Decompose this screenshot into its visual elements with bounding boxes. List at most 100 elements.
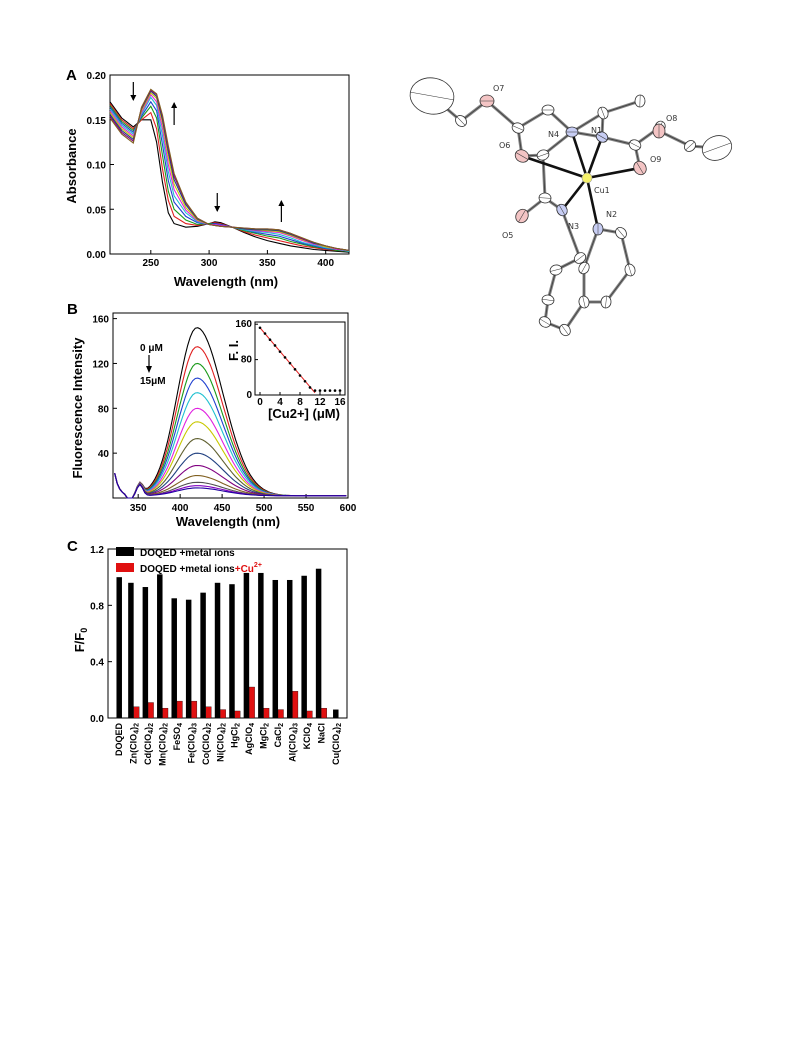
panel-c-category-sub: 3: [191, 723, 198, 727]
mol-atom-label: O5: [502, 231, 513, 240]
panel-c-category-label: HgCl2: [230, 723, 242, 748]
panel-c-bar-black: [286, 579, 293, 718]
panel-b-inset-point: [333, 389, 337, 392]
panel-a-ytick-label: 0.15: [87, 116, 107, 127]
panel-c-category-mid: ): [287, 727, 297, 730]
panel-c-category-label: NaCl: [316, 723, 326, 744]
panel-c-category-mid: ): [129, 727, 139, 730]
mol-atom-axis: [575, 254, 585, 262]
panel-c-category-mid: ): [158, 727, 168, 730]
panel-c-category-sub: 2: [278, 723, 285, 727]
panel-c-legend-label-black: DOQED +metal ions: [140, 548, 235, 559]
panel-c-category-label: Mn(ClO4)2: [158, 723, 170, 766]
mol-coord-bond: [585, 136, 604, 179]
panel-a-ytick-label: 0.10: [87, 161, 107, 172]
panel-a-xtick-label: 300: [201, 258, 218, 269]
panel-b-inset-ylabel: F. I.: [226, 340, 241, 361]
panel-a-series-line: [109, 96, 350, 252]
panel-c-category-sub: 4: [148, 730, 155, 734]
panel-c-category-sub: 4: [307, 723, 314, 727]
mol-atom-axis: [685, 141, 695, 151]
panel-c-category-base: AgClO: [244, 727, 254, 755]
mol-atom-axis: [456, 116, 466, 126]
panel-b-inset-xlabel: [Cu2+] (μM): [268, 406, 340, 421]
mol-atom-axis: [410, 91, 454, 101]
panel-b-inset-ytick-label: 0: [246, 390, 252, 401]
mol-atom-axis: [636, 161, 644, 175]
panel-b-inset-xtick-label: 16: [334, 397, 346, 408]
mol-atom-axis: [550, 268, 562, 272]
panel-b-inset-point: [268, 338, 272, 341]
panel-b-inset-xtick-label: 12: [314, 397, 326, 408]
panel-c-category-base: Al(ClO: [287, 734, 297, 762]
panel-b-inset-xtick-label: 0: [257, 397, 263, 408]
panel-c-category-sub: 4: [220, 730, 227, 734]
panel-c-bar-red: [162, 707, 169, 719]
mol-coord-bond: [570, 131, 589, 179]
panel-b-inset-frame: [254, 321, 346, 396]
panel-c-bar-black: [333, 709, 339, 718]
panel-a-series-line: [109, 93, 350, 251]
panel-b-letter: B: [67, 301, 78, 318]
panel-c-bar-red: [191, 700, 198, 719]
panel-a-arrowhead: [130, 95, 137, 101]
panel-c-category-label: Cd(ClO4)2: [143, 723, 155, 765]
panel-a-ytick-label: 0.20: [87, 71, 107, 82]
mol-atom-label: N4: [548, 130, 559, 139]
panel-b-inset-point: [318, 389, 322, 392]
mol-atom-axis: [539, 318, 551, 326]
mol-atom-axis: [518, 209, 526, 223]
panel-c-category-label: Zn(ClO4)2: [129, 723, 141, 764]
panel-c-category-base: CaCl: [273, 727, 283, 748]
panel-c-ytick-label: 0.4: [90, 658, 104, 669]
panel-c-category-sub: 4: [177, 723, 184, 727]
mol-atom-label: N3: [568, 222, 579, 231]
panel-c-bar-black: [200, 592, 206, 718]
panel-c-category-sub: 4: [191, 730, 198, 734]
panel-c-category-label: FeSO4: [172, 723, 184, 751]
panel-c-bar-black: [301, 575, 307, 718]
panel-b-xtick-label: 500: [256, 503, 273, 514]
panel-c-category-sub: 3: [292, 723, 299, 727]
panel-b-inset-point: [313, 389, 317, 392]
mol-bond-edge: [561, 209, 581, 259]
mol-atom-cu: [581, 172, 593, 184]
panel-b-inset-xtick-label: 8: [297, 397, 303, 408]
panel-c-legend-label-red-suffix: +Cu: [235, 564, 254, 575]
panel-c-category-mid: ): [201, 727, 211, 730]
panel-b-inset-point: [338, 389, 342, 392]
mol-atom-label: Cu1: [594, 186, 610, 195]
panel-b-xtick-label: 600: [340, 503, 357, 514]
panel-c-category-sub: 4: [134, 730, 141, 734]
panel-c-category-label: Ni(ClO4)2: [215, 723, 227, 762]
mol-bond-edge: [583, 228, 599, 269]
panel-c-category-sub: 2: [206, 723, 213, 727]
panel-c-bar-red: [133, 706, 140, 719]
panel-c-category-label: AgClO4: [244, 723, 256, 755]
panel-c-bar-black: [258, 572, 264, 718]
panel-c-category-sub: 2: [163, 723, 170, 727]
panel-c-ylabel-main: F/F: [72, 633, 87, 653]
panel-c-bar-red: [306, 710, 313, 719]
panel-b-series-line: [114, 473, 347, 499]
mol-atom-label: N1: [591, 126, 602, 135]
panel-c-bar-red: [234, 710, 241, 719]
panel-c-category-label: Al(ClO4)3: [287, 723, 299, 762]
panel-c-category-base: FeSO: [172, 727, 182, 751]
panel-c-bar-red: [292, 691, 299, 719]
panel-c-bar-red: [249, 686, 255, 719]
mol-atom-axis: [605, 296, 607, 308]
panel-c-letter: C: [67, 538, 78, 555]
panel-c-category-base: Fe(ClO: [186, 734, 196, 764]
mol-coord-bond: [586, 166, 641, 180]
mol-atom-axis: [616, 228, 626, 238]
panel-b-inset-point: [273, 344, 277, 347]
panel-c-category-sub: 2: [220, 723, 227, 727]
panel-c-category-mid: ): [215, 727, 225, 730]
panel-c-bar-black: [116, 577, 122, 718]
panel-b-xtick-label: 350: [130, 503, 147, 514]
panel-b-xlabel: Wavelength (nm): [176, 514, 280, 529]
panel-c-bar-black: [229, 584, 235, 718]
